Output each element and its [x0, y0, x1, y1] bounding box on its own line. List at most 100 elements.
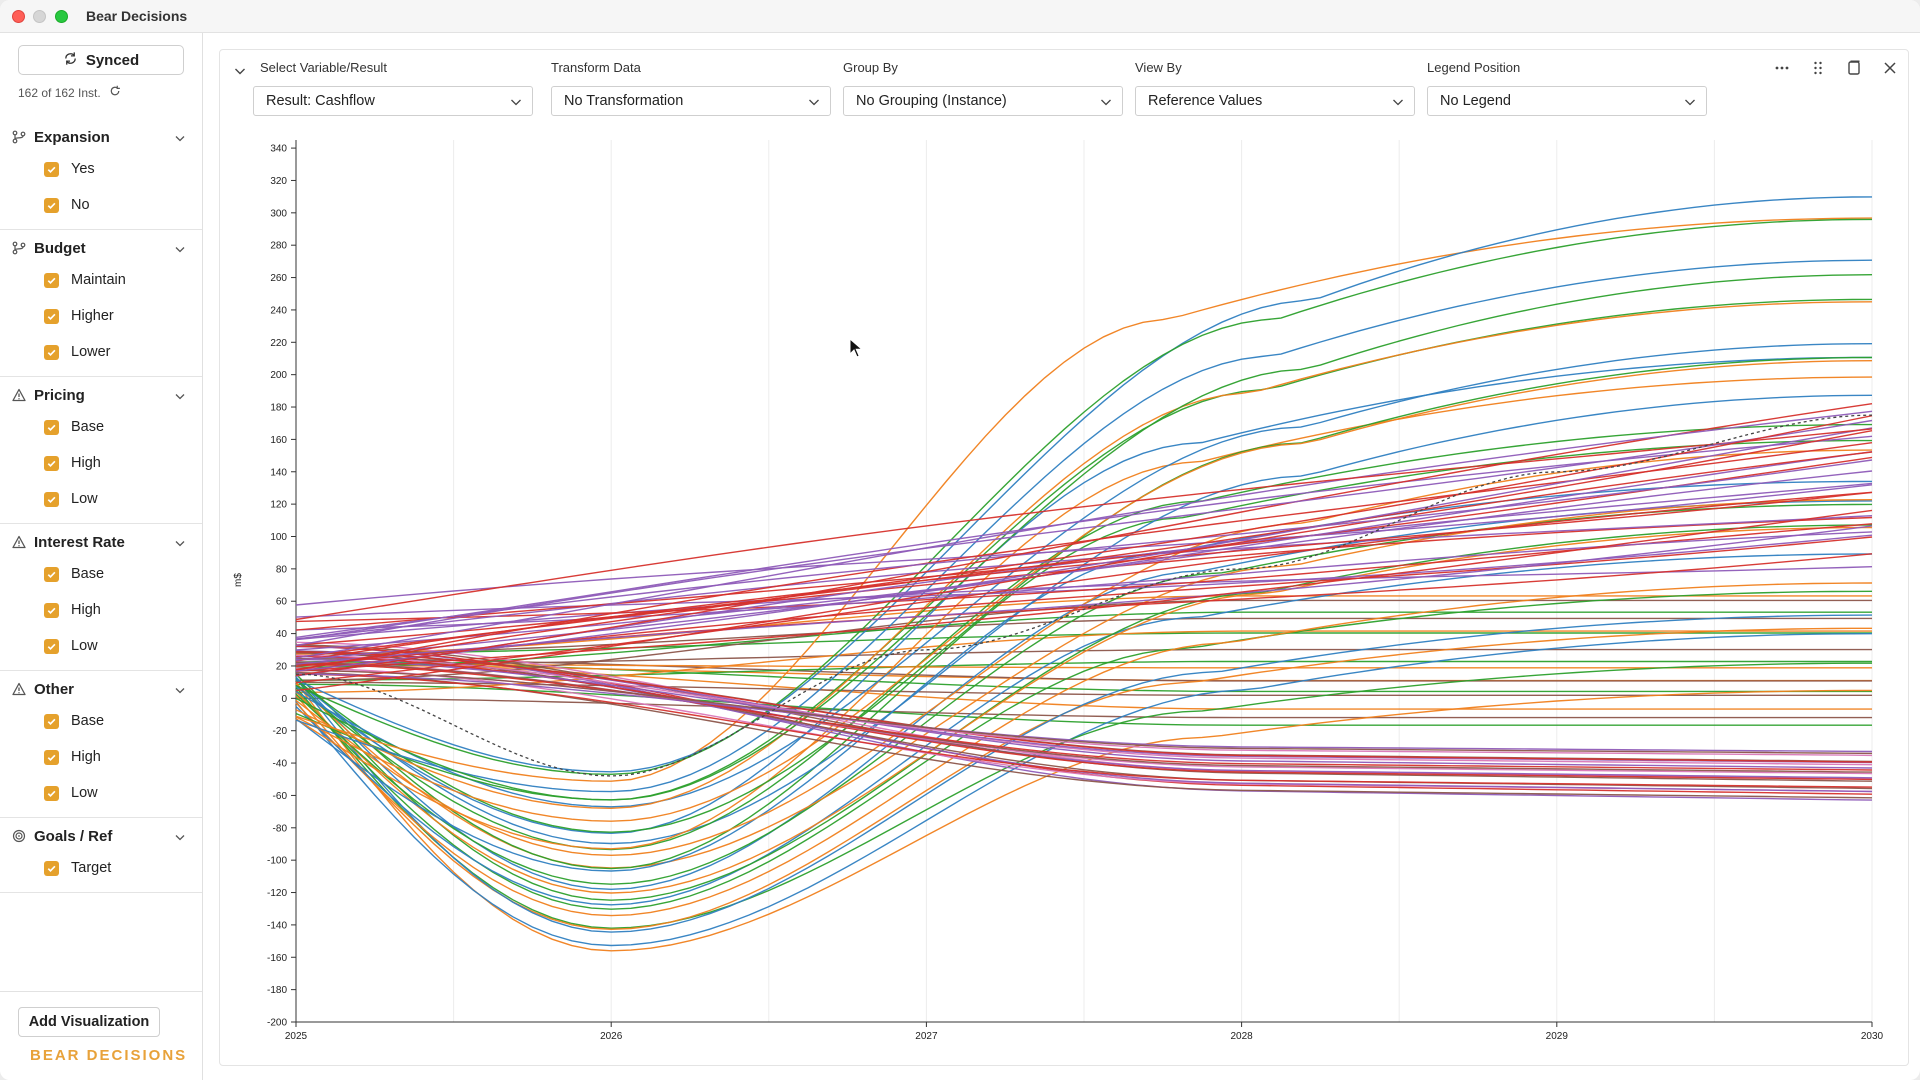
checkbox-checked[interactable] — [44, 602, 59, 618]
y-tick-label: -80 — [273, 823, 288, 834]
checkbox-checked[interactable] — [44, 419, 59, 435]
filter-option-label: Lower — [71, 344, 111, 360]
checkbox-checked[interactable] — [44, 860, 59, 876]
series-line — [295, 456, 1873, 631]
filter-option[interactable]: Target — [0, 850, 202, 886]
y-tick-label: 20 — [276, 661, 288, 672]
mouse-cursor-icon — [849, 338, 863, 358]
warning-icon — [12, 388, 26, 402]
checkbox-checked[interactable] — [44, 197, 59, 213]
checkbox-checked[interactable] — [44, 638, 59, 654]
view-by-select[interactable]: Reference Values — [1135, 86, 1415, 116]
chevron-down-icon[interactable] — [174, 131, 186, 143]
y-axis-label: m$ — [233, 573, 244, 587]
close-window-button[interactable] — [12, 10, 25, 23]
filter-option[interactable]: High — [0, 739, 202, 775]
checkbox-checked[interactable] — [44, 785, 59, 801]
series-line — [295, 611, 1872, 668]
chevron-down-icon[interactable] — [174, 830, 186, 842]
filter-option[interactable]: High — [0, 445, 202, 481]
series-line — [295, 526, 1873, 894]
checkbox-checked[interactable] — [44, 272, 59, 288]
filter-option[interactable]: Higher — [0, 298, 202, 334]
synced-button[interactable]: Synced — [18, 45, 184, 75]
series-line — [295, 415, 1873, 671]
group-by-select[interactable]: No Grouping (Instance) — [843, 86, 1123, 116]
series-line — [295, 274, 1873, 801]
variable-control: Select Variable/Result Result: Cashflow — [253, 60, 533, 116]
filter-option[interactable]: High — [0, 592, 202, 628]
legend-position-select[interactable]: No Legend — [1427, 86, 1707, 116]
refresh-icon[interactable] — [109, 85, 121, 100]
close-panel-icon[interactable] — [1882, 60, 1898, 76]
filter-option[interactable]: Low — [0, 628, 202, 664]
drag-handle-icon[interactable] — [1810, 60, 1826, 76]
minimize-window-button[interactable] — [33, 10, 46, 23]
filter-group-header[interactable]: Interest Rate — [0, 528, 202, 556]
chevron-down-icon[interactable] — [174, 242, 186, 254]
filter-group-header[interactable]: Expansion — [0, 123, 202, 151]
filter-option[interactable]: Base — [0, 703, 202, 739]
series-line — [295, 673, 1873, 788]
series-line — [295, 663, 1873, 771]
y-tick-label: 80 — [276, 564, 288, 575]
group-by-value: No Grouping (Instance) — [856, 93, 1007, 109]
filter-group-header[interactable]: Other — [0, 675, 202, 703]
variable-select[interactable]: Result: Cashflow — [253, 86, 533, 116]
series-line — [295, 660, 1872, 681]
checkbox-checked[interactable] — [44, 491, 59, 507]
warning-icon — [12, 535, 26, 549]
y-tick-label: 340 — [270, 144, 287, 155]
checkbox-checked[interactable] — [44, 566, 59, 582]
series-line — [295, 403, 1873, 677]
transform-select[interactable]: No Transformation — [551, 86, 831, 116]
checkbox-checked[interactable] — [44, 749, 59, 765]
checkbox-checked[interactable] — [44, 455, 59, 471]
add-visualization-button[interactable]: Add Visualization — [18, 1007, 160, 1037]
filter-option[interactable]: Lower — [0, 334, 202, 370]
filter-group-header[interactable]: Pricing — [0, 381, 202, 409]
filter-option[interactable]: Base — [0, 409, 202, 445]
filter-group-title: Goals / Ref — [34, 827, 113, 845]
filter-option[interactable]: Low — [0, 775, 202, 811]
collapse-chevron-icon[interactable] — [234, 64, 246, 76]
filter-group-other: Other Base High Low — [0, 671, 202, 818]
y-tick-label: -140 — [267, 920, 287, 931]
series-line — [295, 480, 1873, 872]
checkbox-checked[interactable] — [44, 308, 59, 324]
filter-option[interactable]: Maintain — [0, 262, 202, 298]
filter-group-title: Interest Rate — [34, 533, 125, 551]
more-options-icon[interactable] — [1774, 60, 1790, 76]
filter-option[interactable]: Yes — [0, 151, 202, 187]
maximize-window-button[interactable] — [55, 10, 68, 23]
series-line — [295, 451, 1873, 661]
duplicate-icon[interactable] — [1846, 60, 1862, 76]
filter-option-label: Maintain — [71, 272, 126, 288]
y-tick-label: 200 — [270, 370, 287, 381]
checkbox-checked[interactable] — [44, 713, 59, 729]
series-line — [295, 419, 1873, 647]
chevron-down-icon[interactable] — [174, 536, 186, 548]
chevron-down-icon[interactable] — [174, 683, 186, 695]
filter-group-header[interactable]: Budget — [0, 234, 202, 262]
filter-option[interactable]: No — [0, 187, 202, 223]
filter-group-title: Pricing — [34, 386, 85, 404]
legend-position-control: Legend Position No Legend — [1427, 60, 1707, 116]
transform-value: No Transformation — [564, 93, 684, 109]
app-title: Bear Decisions — [86, 8, 188, 24]
variable-value: Result: Cashflow — [266, 93, 375, 109]
filter-option-label: Base — [71, 419, 105, 435]
series-line — [295, 590, 1873, 910]
series-line — [295, 459, 1873, 639]
series-line — [295, 651, 1873, 763]
checkbox-checked[interactable] — [44, 344, 59, 360]
series-line — [295, 217, 1873, 782]
series-line — [295, 218, 1873, 776]
filter-option[interactable]: Low — [0, 481, 202, 517]
series-line — [296, 632, 1872, 655]
chevron-down-icon[interactable] — [174, 389, 186, 401]
checkbox-checked[interactable] — [44, 161, 59, 177]
filter-group-header[interactable]: Goals / Ref — [0, 822, 202, 850]
view-by-control: View By Reference Values — [1135, 60, 1415, 116]
filter-option[interactable]: Base — [0, 556, 202, 592]
